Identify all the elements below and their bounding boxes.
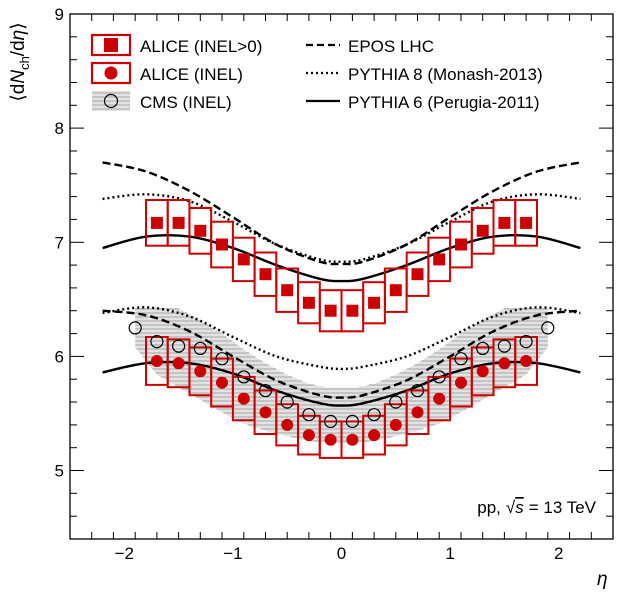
svg-text:EPOS LHC: EPOS LHC (348, 37, 434, 56)
cms-point (367, 408, 381, 422)
y-tick-label: 8 (55, 119, 64, 138)
cms-point (519, 335, 533, 349)
cms-point (454, 352, 468, 366)
alice-inel-point (346, 433, 359, 446)
y-tick-label: 9 (55, 5, 64, 24)
alice-inel-point (172, 357, 185, 370)
cms-point (410, 384, 425, 398)
alice-inel-gt0-point (194, 224, 207, 237)
legend-entry-pythia8: PYTHIA 8 (Monash-2013) (306, 65, 543, 84)
alice-inel-point (498, 357, 511, 370)
legend-entry-alice-inel-gt0: ALICE (INEL>0) (90, 33, 262, 57)
svg-text:⟨dNch/dη⟩: ⟨dNch/dη⟩ (8, 22, 32, 101)
alice-inel-gt0-point (476, 224, 489, 237)
legend-entry-alice-inel: ALICE (INEL) (90, 61, 243, 85)
cms-point (150, 335, 164, 349)
alice-inel-gt0-point (237, 253, 250, 266)
alice-inel-gt0-point (346, 304, 359, 317)
cms-point (389, 395, 403, 409)
y-tick-label: 7 (55, 233, 64, 252)
alice-inel-point (411, 406, 424, 419)
alice-inel-gt0-point (411, 268, 424, 281)
x-tick-label: 2 (554, 544, 563, 563)
x-tick-label: −1 (223, 544, 242, 563)
svg-text:PYTHIA 6 (Perugia-2011): PYTHIA 6 (Perugia-2011) (348, 93, 540, 112)
alice-inel-point (150, 355, 163, 367)
alice-inel-point (520, 355, 533, 367)
alice-inel-point (216, 376, 228, 389)
svg-text:ALICE (INEL>0): ALICE (INEL>0) (140, 37, 262, 56)
alice-inel-gt0-point (302, 296, 315, 309)
alice-inel-gt0-point (433, 253, 446, 266)
y-tick-label: 6 (55, 347, 64, 366)
energy-annotation: pp, √s = 13 TeV (477, 498, 596, 517)
cms-point (541, 321, 555, 335)
cms-systematic-bands (135, 307, 548, 444)
alice-inel-point (324, 433, 337, 446)
alice-inel-gt0-point (324, 304, 337, 317)
model-curve (102, 309, 581, 399)
cms-point (476, 341, 490, 355)
cms-point (324, 414, 338, 428)
alice-syst-box (514, 199, 538, 247)
cms-point (193, 341, 207, 355)
alice-inel-gt0-point (259, 268, 272, 281)
alice-inel-gt0-point (520, 216, 533, 229)
data-markers (128, 216, 555, 446)
cms-point (497, 339, 511, 353)
cms-point (215, 352, 229, 366)
alice-inel-gt0-point (150, 216, 163, 229)
alice-inel-gt0-point (172, 216, 185, 229)
y-axis-title: ⟨dNch/dη⟩ (8, 22, 32, 101)
axis-tick-labels: −2 −1 0 1 2 5 6 7 8 9 (55, 5, 564, 563)
cms-point (302, 408, 316, 422)
model-curve (102, 161, 581, 266)
model-curve (102, 306, 581, 371)
cms-point (237, 370, 251, 384)
alice-inel-point (455, 376, 467, 389)
cms-point (128, 321, 142, 335)
alice-inel-point (433, 392, 446, 405)
legend-entry-pythia6: PYTHIA 6 (Perugia-2011) (306, 93, 540, 112)
cms-point (172, 339, 186, 353)
alice-inel-point (237, 392, 250, 405)
alice-inel-point (281, 418, 294, 431)
alice-inel-point (194, 365, 207, 378)
x-axis-title: η (597, 569, 608, 590)
alice-inel-gt0-point (455, 238, 467, 251)
axis-ticks (69, 13, 614, 540)
svg-text:pp,√s= 13 TeV: pp, √s = 13 TeV (477, 498, 596, 517)
legend-entry-cms-inel: CMS (INEL) (92, 91, 232, 112)
cms-point (280, 395, 294, 409)
alice-inel-gt0-point (498, 216, 511, 229)
alice-inel-point (389, 418, 402, 431)
alice-inel-point (476, 365, 489, 378)
cms-hatched-band (135, 307, 548, 444)
x-tick-label: 0 (337, 544, 346, 563)
cms-point (432, 370, 446, 384)
alice-systematic-boxes (145, 199, 538, 459)
legend: ALICE (INEL>0) ALICE (INEL) CMS (INEL) E… (90, 33, 543, 112)
alice-inel-gt0-point (216, 238, 228, 251)
alice-inel-point (302, 429, 315, 442)
x-tick-label: −2 (115, 544, 134, 563)
plot-frame (69, 13, 614, 540)
svg-text:ALICE (INEL): ALICE (INEL) (140, 65, 243, 84)
alice-syst-box (514, 336, 538, 386)
y-tick-label: 5 (55, 462, 64, 481)
cms-point (345, 414, 359, 428)
x-tick-label: 1 (445, 544, 454, 563)
svg-text:PYTHIA 8 (Monash-2013): PYTHIA 8 (Monash-2013) (348, 65, 543, 84)
legend-entry-epos-lhc: EPOS LHC (306, 37, 434, 56)
alice-inel-gt0-point (368, 296, 381, 309)
cms-point (258, 384, 273, 398)
alice-inel-gt0-point (389, 284, 402, 297)
alice-inel-gt0-point (281, 284, 294, 297)
alice-inel-point (368, 429, 381, 442)
svg-text:CMS (INEL): CMS (INEL) (140, 93, 232, 112)
alice-inel-point (259, 406, 272, 419)
